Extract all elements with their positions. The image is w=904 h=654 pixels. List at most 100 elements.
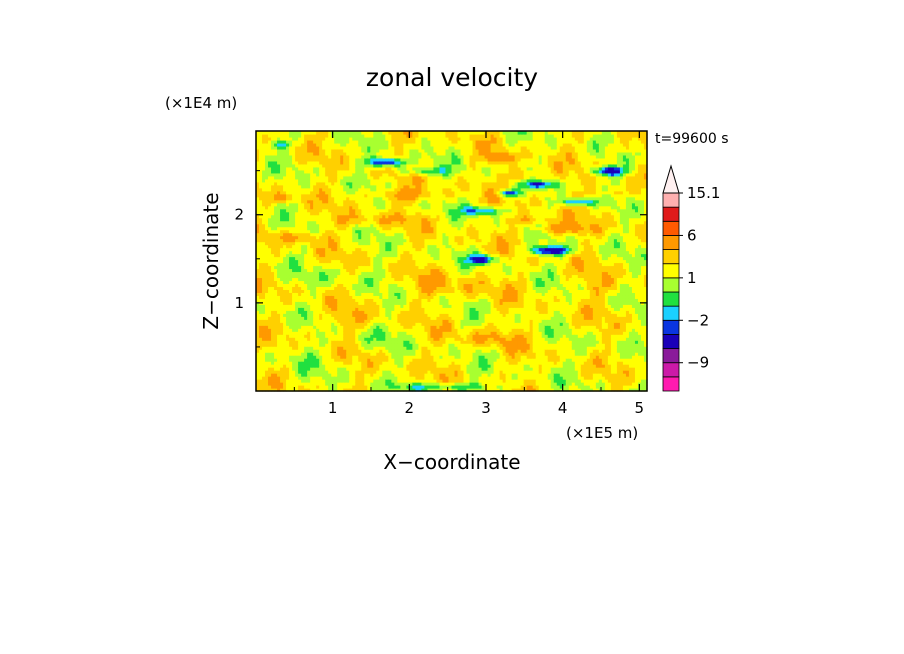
field-cell [364, 154, 368, 159]
field-cell [286, 379, 290, 383]
field-cell [412, 376, 417, 380]
field-cell [271, 352, 275, 356]
field-cell [412, 334, 417, 338]
field-cell [376, 292, 380, 296]
field-cell [361, 364, 365, 368]
field-cell [328, 205, 332, 210]
field-cell [397, 184, 401, 189]
field-cell [343, 131, 347, 135]
field-cell [280, 187, 284, 192]
field-cell [364, 235, 368, 240]
field-cell [364, 217, 368, 222]
field-cell [376, 160, 380, 165]
field-cell [298, 160, 302, 165]
field-cell [364, 370, 368, 374]
field-cell [331, 376, 335, 380]
field-cell [319, 142, 323, 147]
field-cell [295, 157, 299, 162]
field-cell [406, 277, 410, 282]
field-cell [289, 211, 293, 216]
field-cell [427, 310, 432, 314]
field-cell [406, 328, 410, 332]
field-cell [376, 331, 380, 335]
field-cell [373, 148, 377, 153]
field-cell [343, 193, 347, 198]
field-cell [379, 367, 383, 371]
field-cell [352, 175, 356, 180]
field-cell [325, 319, 329, 323]
field-cell [424, 385, 429, 389]
field-cell [346, 337, 350, 341]
field-cell [295, 385, 299, 389]
field-cell [328, 131, 332, 135]
field-cell [262, 346, 266, 350]
field-cell [283, 346, 287, 350]
field-cell [331, 355, 335, 359]
field-cell [295, 289, 299, 293]
field-cell [373, 196, 377, 201]
field-cell [364, 298, 368, 302]
field-cell [388, 313, 392, 317]
field-cell [373, 250, 377, 255]
field-cell [421, 262, 426, 267]
field-cell [286, 340, 290, 344]
field-cell [406, 217, 410, 222]
field-cell [391, 232, 395, 237]
field-cell [319, 232, 323, 237]
field-cell [307, 172, 311, 177]
field-cell [313, 157, 317, 162]
field-cell [349, 343, 353, 347]
field-cell [316, 304, 320, 308]
field-cell [358, 226, 362, 231]
field-cell [313, 175, 317, 180]
field-cell [355, 376, 359, 380]
field-cell [385, 388, 389, 392]
field-cell [394, 160, 398, 165]
field-cell [298, 358, 302, 362]
field-cell [274, 271, 278, 276]
field-cell [307, 310, 311, 314]
field-cell [337, 301, 341, 305]
field-cell [340, 208, 344, 213]
field-cell [277, 307, 281, 311]
field-cell [385, 316, 389, 320]
field-cell [343, 187, 347, 192]
field-cell [301, 328, 305, 332]
field-cell [325, 307, 329, 311]
field-cell [355, 154, 359, 159]
field-cell [331, 256, 335, 261]
field-cell [301, 131, 305, 135]
field-cell [376, 205, 380, 210]
field-cell [403, 154, 407, 159]
field-cell [316, 226, 320, 231]
field-cell [364, 211, 368, 216]
field-cell [352, 151, 356, 156]
field-cell [376, 361, 380, 365]
field-cell [271, 301, 275, 305]
field-cell [391, 367, 395, 371]
field-cell [337, 388, 341, 392]
field-cell [331, 154, 335, 159]
field-cell [418, 322, 423, 326]
field-cell [385, 283, 389, 287]
field-cell [346, 160, 350, 165]
field-cell [403, 178, 407, 183]
field-cell [328, 358, 332, 362]
field-cell [313, 277, 317, 282]
field-cell [415, 187, 420, 192]
field-cell [265, 211, 269, 216]
field-cell [304, 337, 308, 341]
field-cell [298, 190, 302, 195]
field-cell [274, 235, 278, 240]
field-cell [331, 250, 335, 255]
field-cell [358, 259, 362, 264]
field-cell [319, 289, 323, 293]
field-cell [271, 388, 275, 392]
field-cell [394, 166, 398, 171]
field-cell [370, 352, 374, 356]
field-cell [334, 298, 338, 302]
field-cell [313, 223, 317, 228]
field-cell [352, 346, 356, 350]
field-cell [367, 343, 371, 347]
field-cell [304, 292, 308, 296]
